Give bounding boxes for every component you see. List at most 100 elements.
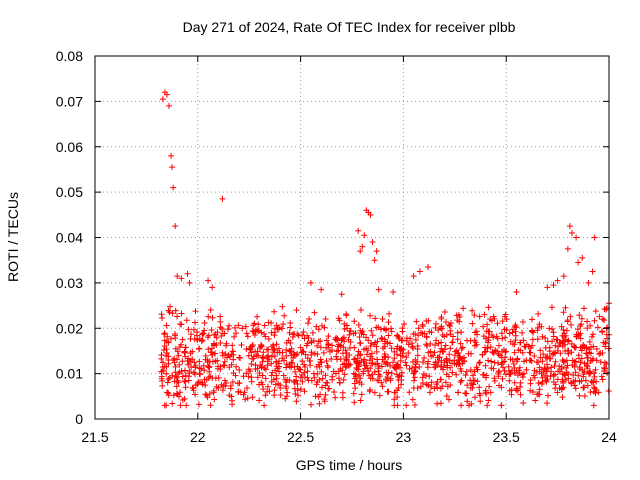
data-point (335, 347, 342, 354)
data-point (502, 348, 509, 355)
data-point (371, 369, 378, 376)
data-point (490, 334, 497, 341)
data-point (488, 358, 495, 365)
data-point (200, 330, 207, 337)
data-point (447, 381, 454, 388)
data-point (483, 372, 490, 379)
data-point (191, 359, 198, 366)
data-point (301, 361, 308, 368)
data-point (538, 323, 545, 330)
data-point (310, 337, 317, 344)
data-point (273, 375, 280, 382)
y-tick-label: 0.02 (56, 320, 83, 336)
data-point (308, 401, 315, 408)
data-point (564, 245, 571, 252)
data-point (249, 341, 256, 348)
data-point (480, 323, 487, 330)
data-point (491, 375, 498, 382)
data-point (183, 317, 190, 324)
data-point (527, 376, 534, 383)
data-point (357, 327, 364, 334)
data-point (165, 307, 172, 314)
data-point (313, 381, 320, 388)
data-point (460, 305, 467, 312)
data-point (187, 335, 194, 342)
data-point (320, 349, 327, 356)
y-axis-label: ROTI / TECUs (5, 192, 21, 282)
data-point (177, 389, 184, 396)
data-point (520, 318, 527, 325)
data-point (559, 394, 566, 401)
data-points (158, 89, 612, 409)
data-point (174, 348, 181, 355)
data-point (409, 343, 416, 350)
data-point (388, 345, 395, 352)
data-point (508, 386, 515, 393)
data-point (542, 377, 549, 384)
y-tick-label: 0.07 (56, 93, 83, 109)
data-point (282, 383, 289, 390)
data-point (259, 372, 266, 379)
data-point (177, 321, 184, 328)
data-point (539, 333, 546, 340)
data-point (569, 361, 576, 368)
data-point (290, 349, 297, 356)
data-point (393, 332, 400, 339)
data-point (425, 263, 432, 270)
data-point (438, 357, 445, 364)
data-point (217, 340, 224, 347)
data-point (339, 367, 346, 374)
data-point (283, 339, 290, 346)
data-point (511, 349, 518, 356)
data-point (463, 368, 470, 375)
data-point (554, 389, 561, 396)
data-point (587, 357, 594, 364)
data-point (173, 383, 180, 390)
data-point (306, 316, 313, 323)
data-point (385, 332, 392, 339)
data-point (585, 370, 592, 377)
data-point (560, 326, 567, 333)
data-point (513, 385, 520, 392)
data-point (468, 400, 475, 407)
data-point (228, 393, 235, 400)
data-point (385, 319, 392, 326)
data-point (395, 377, 402, 384)
data-point (559, 339, 566, 346)
data-point (325, 341, 332, 348)
data-point (352, 373, 359, 380)
data-point (159, 314, 166, 321)
data-point (261, 365, 268, 372)
data-point (446, 323, 453, 330)
data-point (573, 234, 580, 241)
data-point (271, 332, 278, 339)
data-point (464, 382, 471, 389)
data-point (485, 357, 492, 364)
data-point (399, 353, 406, 360)
data-point (255, 321, 262, 328)
data-point (548, 368, 555, 375)
data-point (471, 377, 478, 384)
data-point (550, 350, 557, 357)
data-point (293, 307, 300, 314)
data-point (523, 341, 530, 348)
data-point (209, 284, 216, 291)
data-point (561, 358, 568, 365)
data-point (317, 344, 324, 351)
data-point (262, 333, 269, 340)
data-point (240, 373, 247, 380)
data-point (325, 385, 332, 392)
data-point (181, 378, 188, 385)
data-point (596, 313, 603, 320)
data-point (332, 336, 339, 343)
data-point (168, 152, 175, 159)
data-point (361, 356, 368, 363)
data-point (558, 363, 565, 370)
data-point (373, 343, 380, 350)
data-point (458, 329, 465, 336)
data-point (357, 248, 364, 255)
data-point (446, 322, 453, 329)
data-point (159, 96, 166, 103)
data-point (242, 323, 249, 330)
data-point (341, 371, 348, 378)
